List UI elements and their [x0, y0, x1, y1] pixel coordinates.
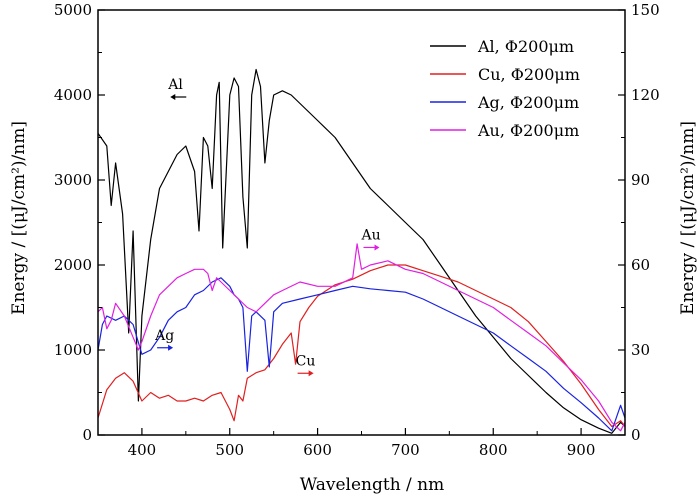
x-tick-label: 900	[567, 441, 596, 459]
y-left-tick-label: 2000	[54, 256, 92, 274]
annotation-label-ag: Ag	[154, 328, 174, 344]
annotation-arrow-head	[170, 94, 176, 100]
y-left-tick-label: 5000	[54, 1, 92, 19]
annotation-arrow-head	[308, 370, 314, 377]
y-right-tick-label: 150	[631, 1, 660, 19]
y-left-tick-label: 3000	[54, 171, 92, 189]
legend-label-ag: Ag, Φ200μm	[477, 93, 579, 112]
annotation-label-al: Al	[167, 77, 183, 93]
series-line-0	[97, 68, 626, 434]
series-layer	[97, 68, 626, 434]
y-left-tick-label: 1000	[54, 341, 92, 359]
x-tick-label: 400	[128, 441, 157, 459]
series-line-1	[97, 264, 626, 428]
x-tick-label: 500	[215, 441, 244, 459]
x-tick-label: 800	[479, 441, 508, 459]
annotation-label-au: Au	[361, 227, 381, 243]
y-left-tick-label: 0	[82, 426, 92, 444]
annotation-arrow-head	[168, 344, 174, 351]
x-tick-label: 700	[391, 441, 420, 459]
series-line-2	[97, 277, 626, 432]
annotation-arrow-head	[374, 244, 380, 251]
y-right-tick-label: 30	[631, 341, 650, 359]
x-axis-title: Wavelength / nm	[300, 475, 445, 495]
legend-label-au: Au, Φ200μm	[477, 121, 579, 140]
legend-label-cu: Cu, Φ200μm	[478, 65, 580, 84]
y-right-tick-label: 60	[631, 256, 650, 274]
annotation-layer: Al Ag Cu Au	[154, 77, 381, 377]
y-right-tick-label: 0	[631, 426, 641, 444]
y-axis-right-title: Energy / [(μJ/cm²)/nm]	[678, 121, 698, 315]
x-tick-label: 600	[303, 441, 332, 459]
legend: Al, Φ200μm Cu, Φ200μm Ag, Φ200μm Au, Φ20…	[430, 37, 580, 140]
series-line-3	[97, 243, 626, 432]
y-right-tick-label: 90	[631, 171, 650, 189]
annotation-label-cu: Cu	[296, 353, 316, 369]
y-right-tick-label: 120	[631, 86, 660, 104]
legend-label-al: Al, Φ200μm	[477, 37, 574, 56]
ticks-layer: 400 500 600 700 800 900 0 1000 2000 3000 4000 5000 0…	[54, 1, 660, 459]
y-left-tick-label: 4000	[54, 86, 92, 104]
y-axis-left-title: Energy / [(μJ/cm²)/nm]	[9, 121, 29, 315]
